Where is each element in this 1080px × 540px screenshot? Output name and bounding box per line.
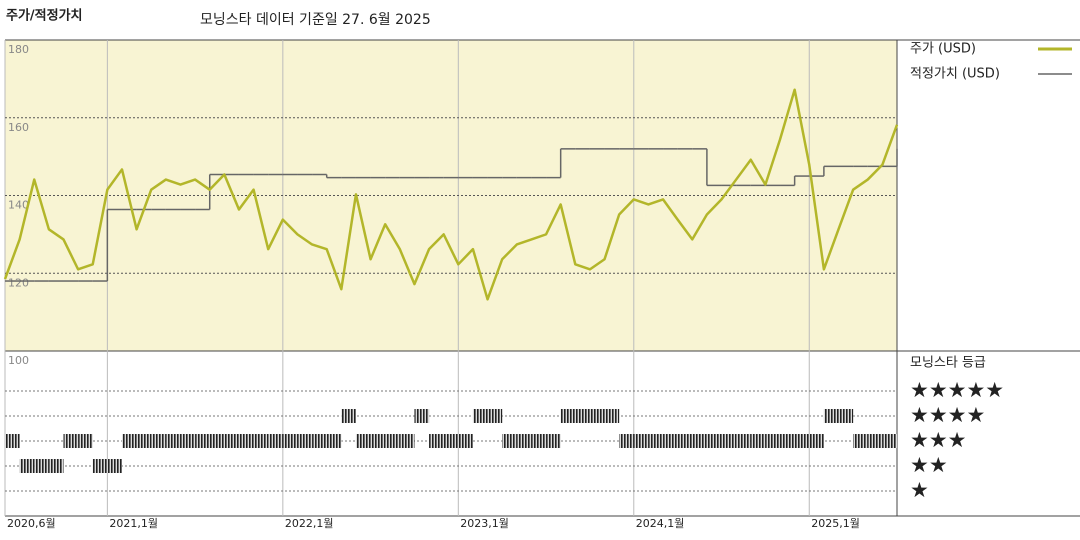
rating-bar [750,434,766,448]
rating-bar [472,409,488,423]
rating-bar [370,434,386,448]
rating-bar [282,434,298,448]
rating-bar [619,434,634,448]
rating-bar [92,459,108,473]
rating-bar [165,434,181,448]
rating-bar [882,434,897,448]
rating-bar [341,409,356,423]
x-tick-label: 2025,1월 [811,517,860,530]
rating-bar [648,434,664,448]
y-tick-label: 120 [8,276,29,289]
rating-stars: ★★ [910,453,948,477]
rating-bar [487,409,503,423]
rating-bar [429,434,444,448]
rating-stars: ★★★★★ [910,378,1004,402]
rating-bar [136,434,152,448]
rating-bar [560,409,576,423]
rating-bar [121,434,137,448]
rating-bar [531,434,547,448]
rating-bar [78,434,93,448]
rating-bar [823,409,839,423]
x-tick-label: 2023,1월 [460,517,509,530]
rating-bar [838,409,854,423]
rating-bar [180,434,196,448]
x-tick-label: 2021,1월 [109,517,158,530]
rating-bar [268,434,283,448]
rating-bar [721,434,737,448]
rating-bar [312,434,327,448]
rating-bar [238,434,254,448]
rating-bar [63,434,79,448]
legend-label: 주가 (USD) [910,42,976,57]
rating-bar [853,434,868,448]
rating-bar [502,434,517,448]
rating-bar [297,434,313,448]
price-line [3,88,899,301]
rating-bar [794,434,810,448]
rating-bar [5,434,20,448]
y-tick-label: 100 [8,354,29,367]
rating-bar [604,409,620,423]
y-tick-label: 140 [8,199,29,212]
rating-bar [458,434,473,448]
rating-bar [516,434,532,448]
rating-bar [589,409,605,423]
rating-bar [195,434,210,448]
rating-bar [633,434,649,448]
rating-bar [19,459,35,473]
rating-bar [224,434,239,448]
rating-bar [399,434,415,448]
x-tick-label: 2020,6월 [7,517,56,530]
rating-bar [546,434,561,448]
rating-bar [385,434,400,448]
rating-bar [443,434,459,448]
rating-bar [48,459,64,473]
rating-bar [706,434,722,448]
rating-stars: ★★★★ [910,403,985,427]
rating-bar [107,459,122,473]
chart-title: 주가/적정가치 [6,8,83,24]
rating-bar [151,434,166,448]
rating-stars: ★★★ [910,428,966,452]
rating-bar [765,434,781,448]
x-tick-label: 2024,1월 [636,517,685,530]
rating-bar [867,434,883,448]
rating-bar [780,434,795,448]
rating-stars: ★ [910,478,929,502]
rating-bar [663,434,678,448]
rating-bar [677,434,693,448]
x-tick-label: 2022,1월 [285,517,334,530]
rating-bar [34,459,49,473]
rating-bar [809,434,824,448]
chart-subtitle: 모닝스타 데이터 기준일 27. 6월 2025 [200,12,431,28]
rating-bar [692,434,707,448]
rating-bar [209,434,225,448]
rating-title: 모닝스타 등급 [910,356,986,371]
rating-bar [414,409,430,423]
legend-label: 적정가치 (USD) [910,67,1000,82]
rating-bar [253,434,269,448]
y-tick-label: 160 [8,121,29,134]
rating-bar [736,434,751,448]
rating-bar [326,434,342,448]
plot [3,88,899,473]
y-tick-label: 180 [8,43,29,56]
rating-bar [575,409,590,423]
rating-bar [355,434,371,448]
